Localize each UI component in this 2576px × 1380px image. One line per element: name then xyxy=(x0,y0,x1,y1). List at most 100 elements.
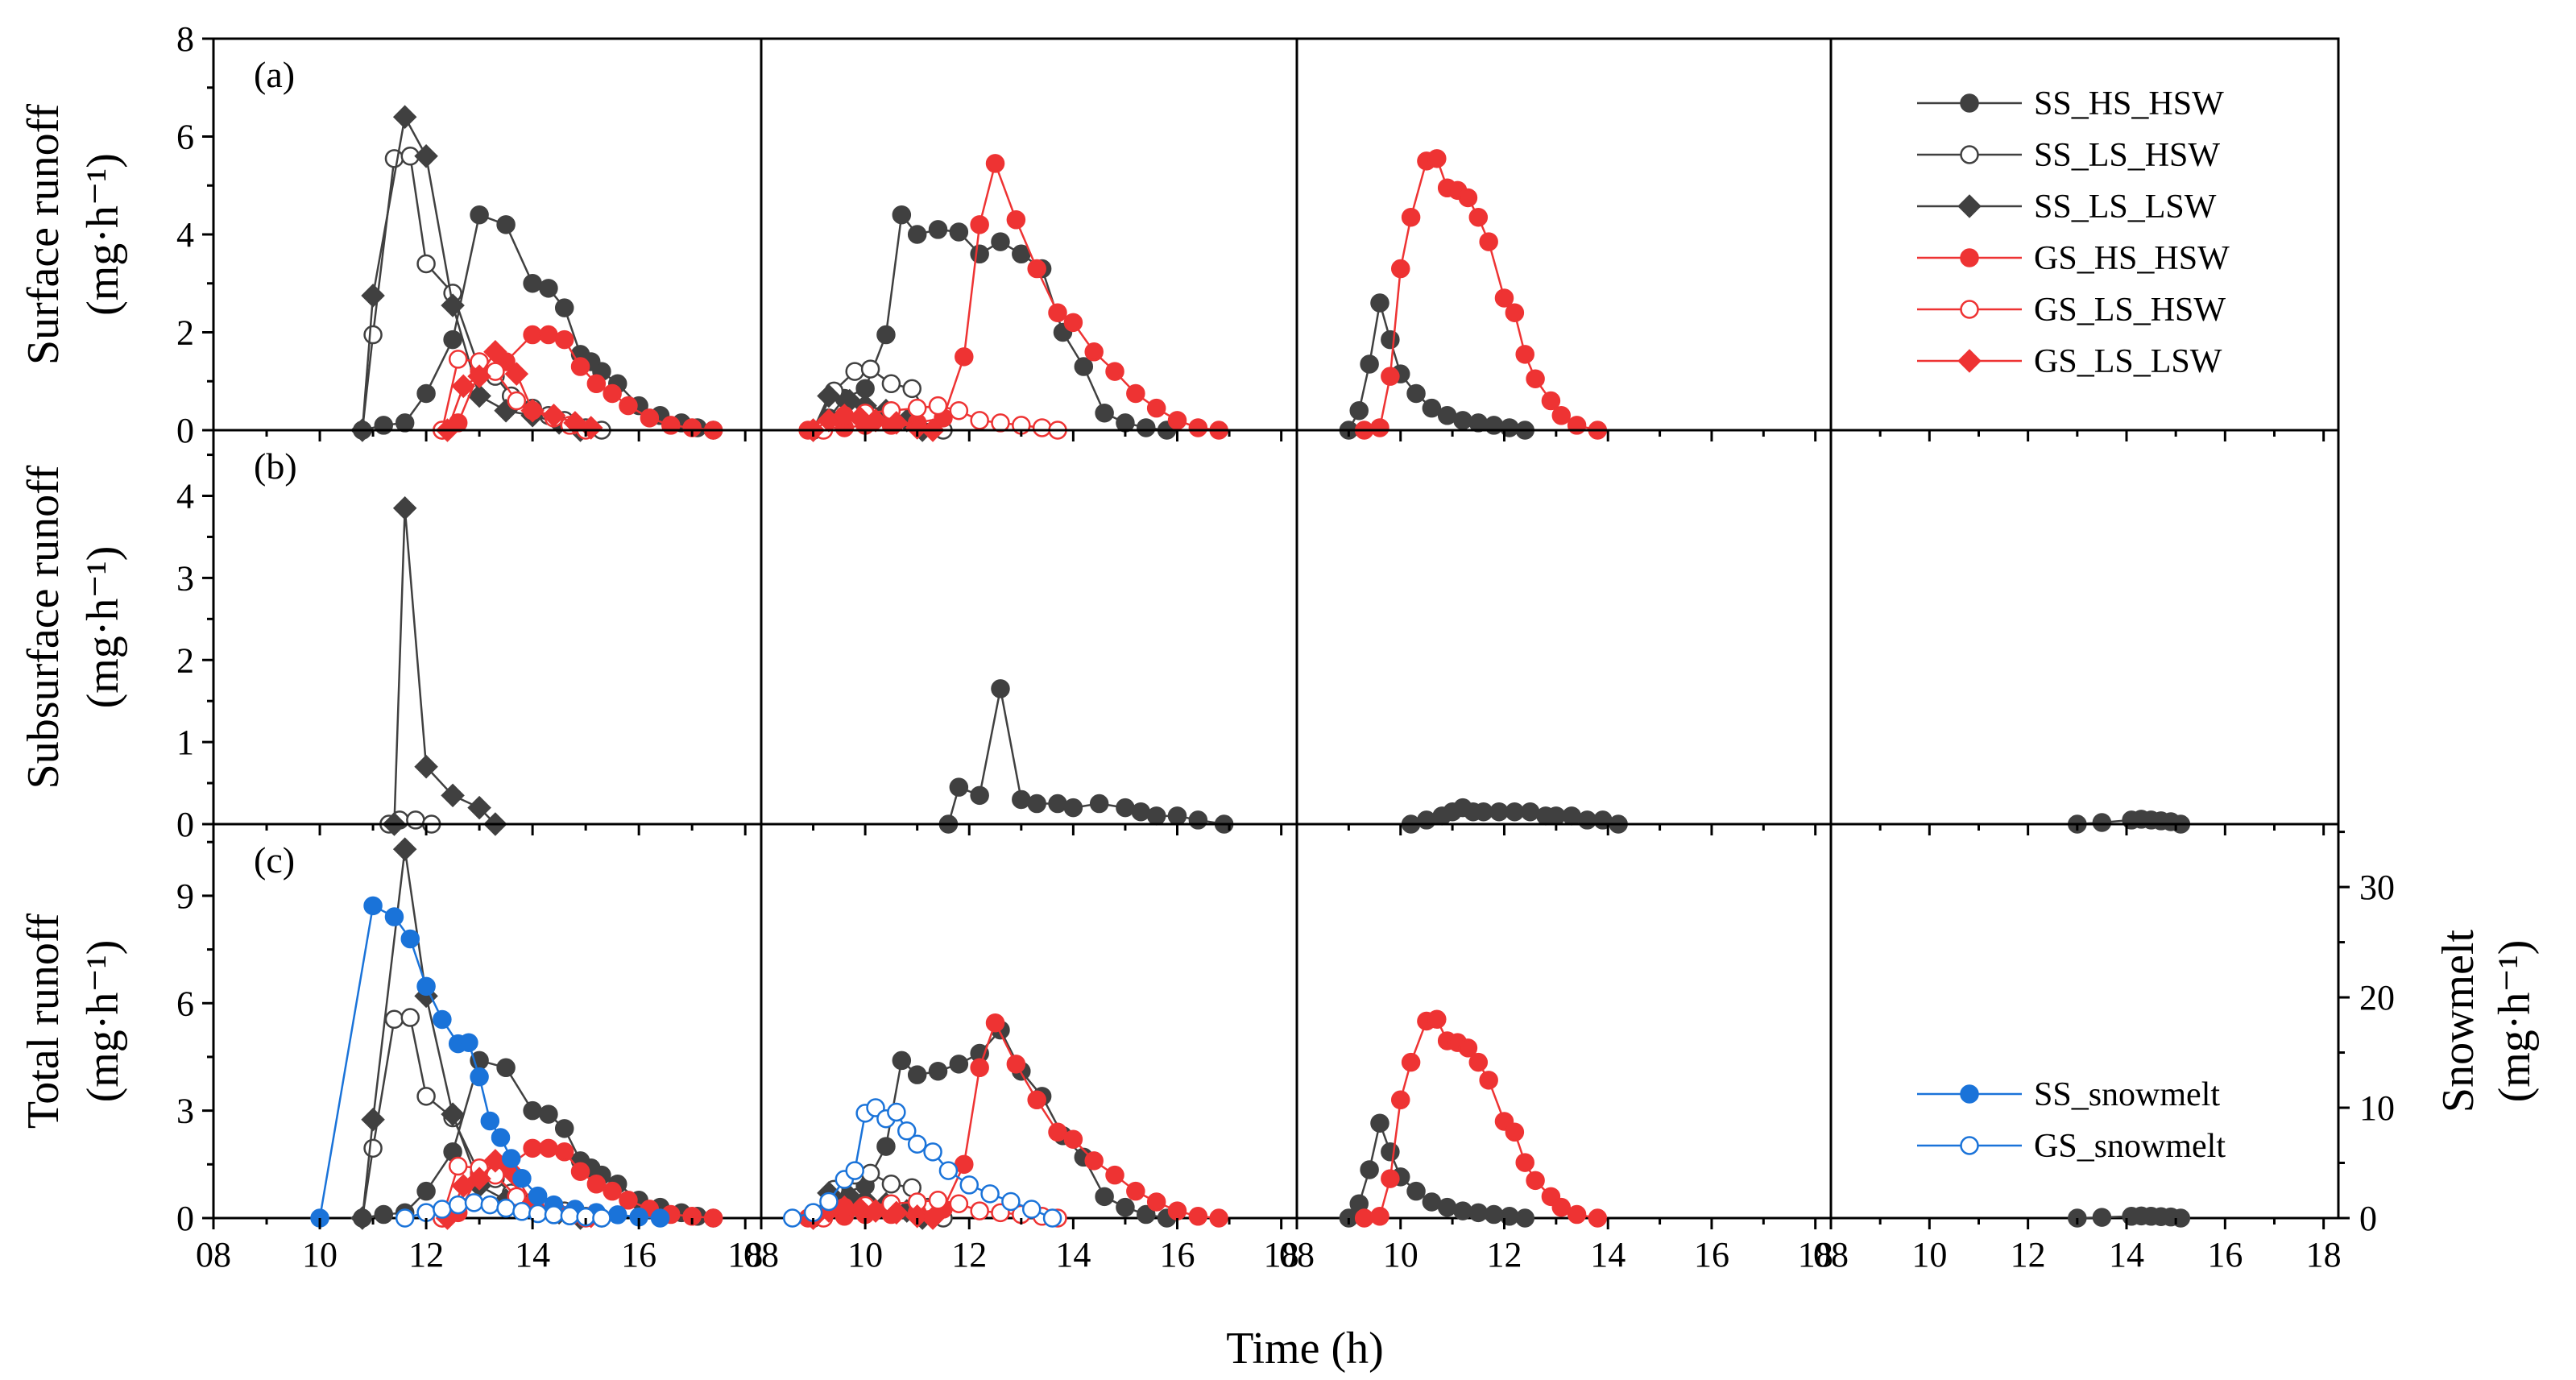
column-1 xyxy=(310,837,723,1230)
legend-entry: SS_LS_LSW xyxy=(1917,189,2217,226)
data-point xyxy=(1381,367,1400,386)
data-point xyxy=(1012,789,1031,810)
data-point xyxy=(1116,413,1135,433)
y-axis-title: Subsurface runoff xyxy=(19,465,68,789)
series-line xyxy=(1364,1017,1598,1220)
data-point xyxy=(847,1197,872,1221)
data-point xyxy=(496,1058,516,1078)
series-gs-snowmelt xyxy=(395,1193,611,1228)
data-point xyxy=(1551,1197,1572,1217)
data-point xyxy=(1006,210,1026,230)
data-point xyxy=(1417,810,1436,830)
data-point xyxy=(414,144,438,168)
series-gs-snowmelt xyxy=(782,1098,1062,1228)
legend-layer: SS_HS_HSW SS_LS_HSW SS_LS_LSW GS_HS_HSW GS_L… xyxy=(1917,85,2230,1165)
y-axis-title: Surface runoff xyxy=(19,104,68,365)
data-point xyxy=(1360,354,1379,374)
y-tick-label: 1 xyxy=(176,723,194,762)
data-point xyxy=(1188,810,1208,830)
data-point xyxy=(1401,207,1421,227)
data-point xyxy=(1370,1113,1389,1133)
legend-marker xyxy=(1960,300,1979,319)
y-tick-label: 0 xyxy=(176,805,194,844)
data-point xyxy=(1063,313,1083,333)
legend-marker xyxy=(1957,349,1982,373)
series-ss-hs-hsw xyxy=(2068,810,2191,834)
data-point xyxy=(1354,1208,1374,1228)
data-point xyxy=(1167,411,1187,430)
data-point xyxy=(1479,232,1498,251)
panel-frame xyxy=(212,429,2340,826)
legend-label: GS_LS_HSW xyxy=(2034,292,2226,329)
data-point xyxy=(1437,406,1457,425)
data-point xyxy=(980,1184,1000,1204)
data-point xyxy=(392,105,417,129)
data-point xyxy=(1126,1181,1145,1201)
data-point xyxy=(928,1061,948,1081)
data-point xyxy=(1027,794,1046,814)
data-point xyxy=(1084,1151,1104,1171)
data-point xyxy=(949,1194,969,1213)
series-line xyxy=(947,688,1224,826)
x-tick-label: 10 xyxy=(302,1235,338,1274)
data-point xyxy=(1484,1204,1504,1225)
y-tick-label: 8 xyxy=(176,19,194,59)
data-point xyxy=(1381,329,1400,350)
data-point xyxy=(1188,1207,1208,1226)
data-point xyxy=(897,1121,917,1141)
x-tick-label: 08 xyxy=(1279,1235,1315,1274)
series-gs-hs-hsw xyxy=(1354,149,1608,440)
data-point xyxy=(523,274,542,293)
data-point xyxy=(1567,1204,1587,1225)
data-point xyxy=(443,329,462,350)
data-point xyxy=(560,1206,580,1226)
data-point xyxy=(1526,369,1545,388)
data-point xyxy=(406,810,425,830)
data-point xyxy=(1458,188,1478,208)
data-point xyxy=(416,254,436,274)
data-point xyxy=(1401,1052,1421,1072)
x-tick-label: 16 xyxy=(1160,1235,1195,1274)
data-point xyxy=(592,1208,611,1228)
data-point xyxy=(1032,418,1052,437)
data-point xyxy=(523,1138,542,1158)
x-tick-label: 18 xyxy=(2306,1235,2342,1274)
y-tick-label: 3 xyxy=(176,1092,194,1131)
data-point xyxy=(512,1168,532,1188)
data-point xyxy=(863,1199,888,1223)
data-point xyxy=(955,347,974,367)
data-point xyxy=(1489,802,1509,822)
data-point xyxy=(1526,1171,1545,1191)
data-point xyxy=(1089,794,1109,814)
x-tick-label: 08 xyxy=(1813,1235,1849,1274)
data-point xyxy=(938,1161,959,1180)
data-point xyxy=(554,329,574,350)
data-point xyxy=(1048,1122,1067,1142)
y-axis-unit: (mg·h⁻¹) xyxy=(78,940,128,1103)
data-point xyxy=(554,1142,574,1162)
data-point xyxy=(1105,1165,1124,1185)
data-point xyxy=(541,404,566,428)
x-tick-label: 16 xyxy=(2207,1235,2243,1274)
data-point xyxy=(1541,391,1561,411)
data-point xyxy=(414,754,438,779)
series-gs-hs-hsw xyxy=(1354,1009,1608,1228)
legend-marker xyxy=(1960,145,1979,164)
data-point xyxy=(928,396,948,416)
data-point xyxy=(949,222,969,242)
panel-1: 0 2 4 6 8 (a) Surface runoff (mg·h⁻¹) xyxy=(19,19,2340,450)
data-point xyxy=(847,406,872,430)
data-point xyxy=(554,1119,574,1138)
data-point xyxy=(501,1149,521,1168)
y2-tick-label: 10 xyxy=(2359,1088,2395,1128)
data-point xyxy=(1515,1208,1534,1228)
y-tick-label: 0 xyxy=(176,411,194,450)
data-point xyxy=(1437,1197,1457,1217)
data-point xyxy=(416,976,436,997)
data-point xyxy=(905,416,930,440)
data-point xyxy=(1562,806,1581,826)
data-point xyxy=(512,1202,532,1221)
data-point xyxy=(1188,418,1208,437)
